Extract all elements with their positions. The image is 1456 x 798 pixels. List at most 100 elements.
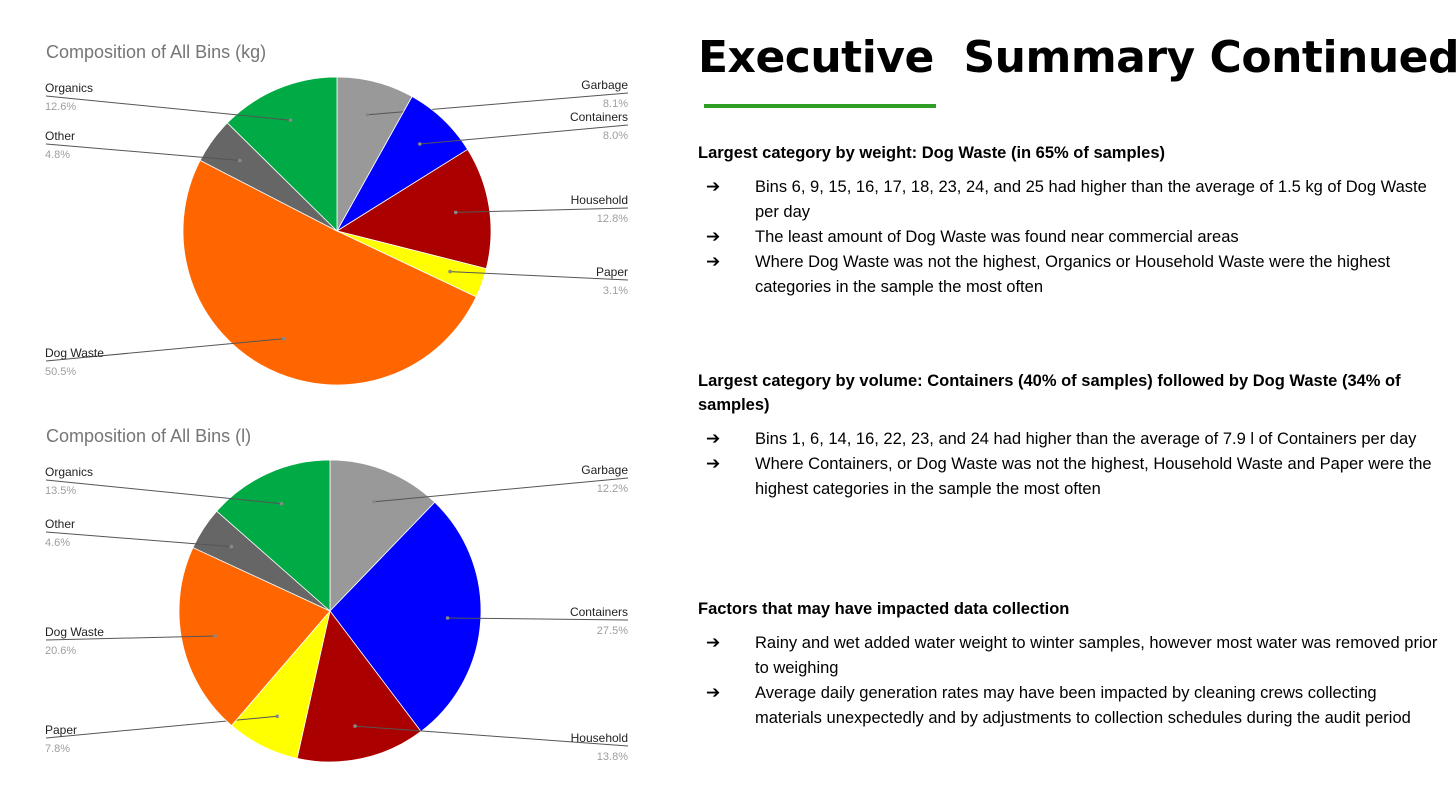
bullet-list: ➔ Rainy and wet added water weight to win…: [698, 631, 1448, 731]
slice-label: Household: [571, 193, 628, 207]
leader-dot: [365, 113, 370, 117]
slice-percent-label: 4.8%: [45, 149, 70, 161]
slice-percent-label: 7.8%: [45, 743, 70, 755]
slice-percent-label: 27.5%: [597, 625, 628, 637]
summary-section-volume: Largest category by volume: Containers (…: [698, 369, 1448, 502]
leader-line: [45, 479, 282, 505]
bullet-list: ➔ Bins 6, 9, 15, 16, 17, 18, 23, 24, and …: [698, 175, 1448, 300]
bullet-item: ➔ Bins 6, 9, 15, 16, 17, 18, 23, 24, and …: [698, 175, 1448, 225]
leader-line: [45, 635, 215, 641]
slice-label: Paper: [596, 265, 628, 279]
slice-label: Other: [45, 517, 75, 531]
pie-slice-household: [335, 148, 492, 270]
bullet-text: The least amount of Dog Waste was found …: [755, 228, 1239, 246]
slice-label: Dog Waste: [45, 346, 104, 360]
leader-dot: [445, 616, 450, 620]
bullet-list: ➔ Bins 1, 6, 14, 16, 22, 23, and 24 had h…: [698, 427, 1448, 502]
leader-dot: [448, 269, 452, 274]
leader-line: [354, 725, 629, 747]
slice-label: Other: [45, 129, 75, 143]
summary-section-weight: Largest category by weight: Dog Waste (i…: [698, 141, 1448, 300]
slice-label: Household: [571, 731, 628, 745]
leader-dot: [229, 544, 234, 549]
pie-slice-containers: [329, 501, 482, 733]
bullet-item: ➔ Average daily generation rates may have…: [698, 681, 1448, 731]
bullet-text: Average daily generation rates may have …: [755, 684, 1411, 727]
pie-slice-household: [296, 610, 422, 763]
page-title: Executive Summary Continued: [698, 32, 1456, 83]
section-heading: Largest category by volume: Containers (…: [698, 372, 1401, 414]
slice-percent-label: 20.6%: [45, 645, 76, 657]
right-arrow-icon: ➔: [706, 429, 721, 449]
pie-slice-organics: [226, 76, 338, 232]
leader-line: [45, 715, 278, 739]
pie-chart-volume: Composition of All Bins (l) Garbage 12.2%…: [0, 400, 650, 798]
leader-line: [455, 207, 629, 213]
pie-slice-dog-waste: [182, 159, 477, 386]
slice-percent-label: 12.8%: [597, 213, 628, 225]
leader-line: [450, 271, 629, 281]
leader-line: [373, 477, 629, 503]
bullet-text: Rainy and wet added water weight to wint…: [755, 634, 1438, 677]
leader-dot: [288, 118, 293, 122]
leader-dot: [275, 714, 280, 719]
leader-line: [45, 143, 240, 161]
leader-dot: [418, 142, 422, 146]
leader-dot: [213, 634, 217, 638]
slice-percent-label: 3.1%: [603, 285, 628, 297]
right-arrow-icon: ➔: [706, 227, 721, 247]
chart-title: Composition of All Bins (kg): [46, 42, 267, 62]
section-heading: Factors that may have impacted data coll…: [698, 600, 1070, 618]
pie-slice-dog-waste: [178, 547, 331, 727]
slice-label: Dog Waste: [45, 625, 104, 639]
right-arrow-icon: ➔: [706, 683, 721, 703]
leader-dot: [372, 500, 376, 504]
leader-dot: [238, 158, 242, 163]
slice-label: Organics: [45, 81, 93, 95]
bullet-item: ➔ Bins 1, 6, 14, 16, 22, 23, and 24 had h…: [698, 427, 1448, 452]
slice-label: Containers: [570, 110, 628, 124]
leader-line: [419, 124, 629, 145]
pie-chart-weight-svg: Garbage 8.1%Containers 8.0% Household 12.8% P…: [45, 76, 629, 386]
slice-percent-label: 8.0%: [603, 130, 628, 142]
bullet-item: ➔ Rainy and wet added water weight to win…: [698, 631, 1448, 681]
leader-dot: [279, 501, 284, 506]
slice-label: Paper: [45, 723, 77, 737]
leader-line: [45, 95, 291, 121]
bullet-text: Bins 1, 6, 14, 16, 22, 23, and 24 had hi…: [755, 430, 1417, 448]
slice-label: Organics: [45, 465, 93, 479]
bullet-item: ➔ The least amount of Dog Waste was found…: [698, 225, 1448, 250]
leader-dot: [353, 724, 357, 728]
title-underline: [704, 104, 936, 108]
pie-chart-weight: Composition of All Bins (kg) Garbage 8.1%…: [0, 0, 650, 400]
slice-percent-label: 13.8%: [597, 751, 628, 763]
slice-percent-label: 13.5%: [45, 485, 76, 497]
slice-label: Garbage: [581, 78, 628, 92]
pie-chart-volume-svg: Garbage 12.2% Containers 27.5% Household 13.8…: [45, 459, 629, 763]
right-arrow-icon: ➔: [706, 454, 721, 474]
leader-line: [447, 617, 629, 621]
slice-percent-label: 50.5%: [45, 366, 76, 378]
slice-percent-label: 4.6%: [45, 537, 70, 549]
summary-section-factors: Factors that may have impacted data coll…: [698, 597, 1448, 731]
bullet-text: Bins 6, 9, 15, 16, 17, 18, 23, 24, and 2…: [755, 178, 1427, 221]
slice-percent-label: 12.2%: [597, 483, 628, 495]
leader-dot: [282, 336, 286, 341]
pie-slice-garbage: [329, 459, 436, 612]
chart-title: Composition of All Bins (l): [46, 426, 252, 446]
right-arrow-icon: ➔: [706, 633, 721, 653]
leader-line: [45, 338, 284, 362]
executive-summary-panel: Executive Summary Continued Largest cate…: [698, 0, 1456, 798]
slice-label: Garbage: [581, 463, 628, 477]
slice-label: Containers: [570, 605, 628, 619]
bullet-text: Where Containers, or Dog Waste was not t…: [755, 455, 1432, 498]
section-heading: Largest category by weight: Dog Waste (i…: [698, 144, 1165, 162]
slice-percent-label: 8.1%: [603, 98, 628, 110]
leader-dot: [453, 210, 458, 215]
right-arrow-icon: ➔: [706, 177, 721, 197]
right-arrow-icon: ➔: [706, 252, 721, 272]
bullet-text: Where Dog Waste was not the highest, Org…: [755, 253, 1391, 296]
slice-percent-label: 12.6%: [45, 101, 76, 113]
pie-slice-organics: [216, 459, 331, 612]
bullet-item: ➔ Where Dog Waste was not the highest, Or…: [698, 250, 1448, 300]
